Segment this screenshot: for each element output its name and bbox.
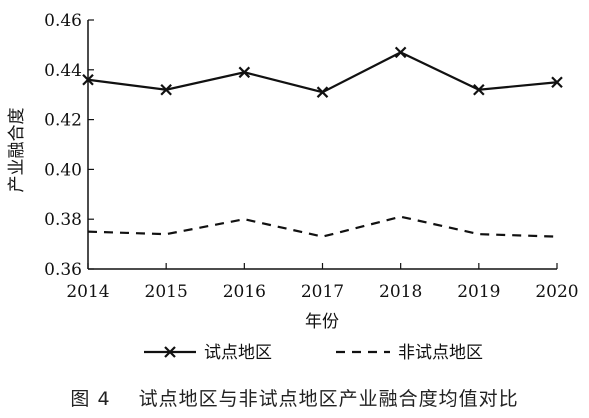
data-point-marker — [82, 73, 94, 86]
y-tick-label: 0.44 — [44, 61, 82, 81]
legend-label-1: 试点地区 — [204, 343, 272, 363]
data-point-marker — [394, 46, 407, 59]
chart-axes — [87, 20, 557, 270]
marker-stroke — [394, 46, 407, 59]
legend-label-2: 非试点地区 — [398, 343, 483, 363]
marker-stroke — [473, 83, 485, 96]
y-ticks: 0.36 0.38 0.40 0.42 0.44 0.46 — [44, 11, 94, 280]
x-axis-title: 年份 — [305, 312, 339, 332]
data-point-marker — [473, 83, 485, 96]
data-point-marker — [551, 76, 563, 89]
x-ticks: 2014 2015 2016 2017 2018 2019 2020 — [66, 263, 579, 302]
y-tick-label: 0.46 — [44, 11, 82, 31]
legend: 试点地区 非试点地区 — [144, 343, 483, 363]
figure-caption-text: 试点地区与非试点地区产业融合度均值对比 — [138, 388, 519, 410]
x-tick-label: 2019 — [457, 282, 500, 302]
x-tick-label: 2020 — [535, 282, 578, 302]
x-tick-label: 2016 — [223, 282, 266, 302]
chart-series — [82, 46, 563, 238]
legend-marker-stroke — [164, 346, 176, 358]
marker-stroke — [82, 73, 94, 86]
figure-number: 图 4 — [70, 388, 111, 410]
y-tick-label: 0.36 — [44, 260, 82, 280]
x-tick-label: 2017 — [301, 282, 344, 302]
x-tick-label: 2018 — [379, 282, 422, 302]
y-tick-label: 0.42 — [44, 111, 82, 131]
data-point-marker — [238, 66, 251, 79]
marker-stroke — [551, 76, 563, 89]
x-tick-label: 2015 — [145, 282, 188, 302]
marker-stroke — [238, 66, 251, 79]
figure-caption: 图 4 试点地区与非试点地区产业融合度均值对比 — [0, 384, 589, 411]
data-point-marker — [316, 86, 329, 98]
marker-stroke — [160, 83, 172, 96]
series-line-1 — [87, 51, 558, 94]
series-line-2 — [87, 215, 558, 238]
x-tick-label: 2014 — [66, 282, 109, 302]
data-point-marker — [160, 83, 172, 96]
y-axis-title: 产业融合度 — [7, 108, 27, 193]
y-tick-label: 0.40 — [44, 160, 82, 180]
marker-stroke — [316, 86, 329, 98]
y-tick-label: 0.38 — [44, 210, 82, 230]
